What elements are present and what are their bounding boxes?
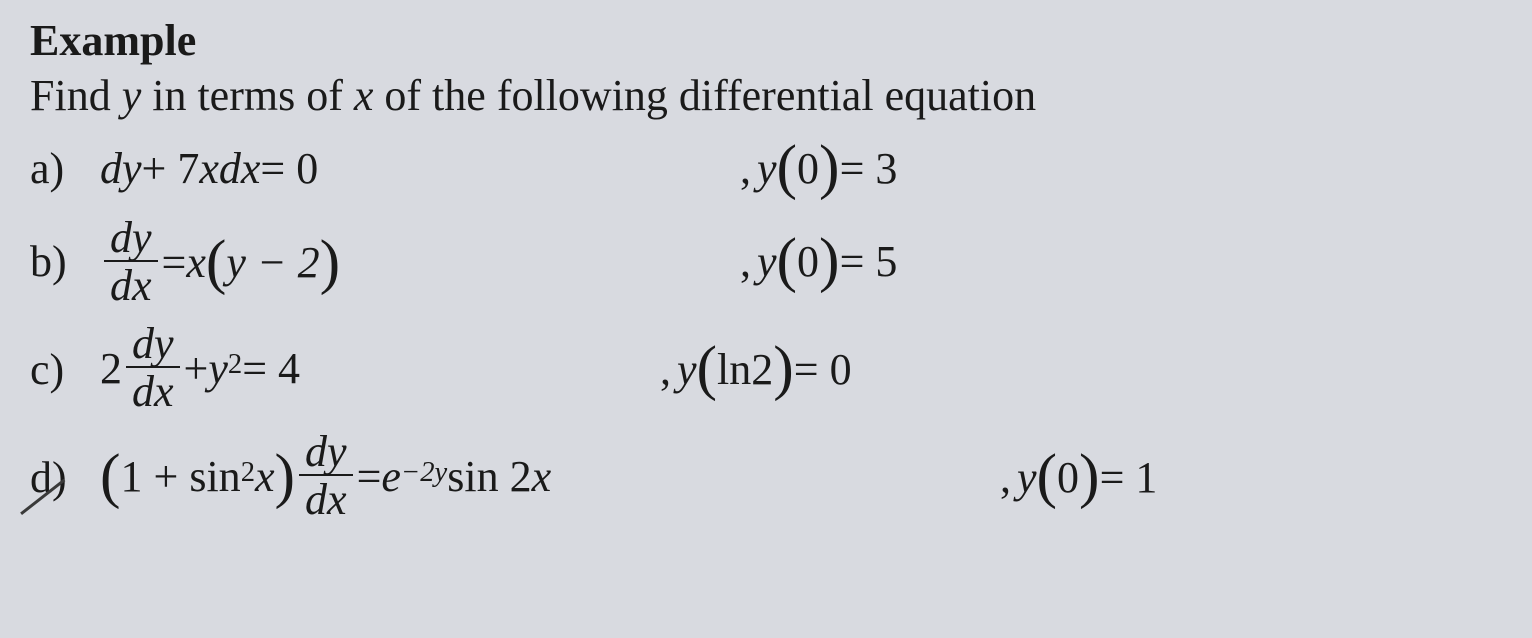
intro-mid: in terms of [141,71,354,120]
cond-c-comma: , [660,344,671,395]
example-heading: Example [30,15,1502,66]
equation-b-left: dy dx = x(y − 2) [100,212,740,310]
frac-b-den: dx [104,260,158,310]
cond-a-comma: , [740,143,751,194]
cond-b-y: y [757,236,777,287]
eq-d-sin2x: sin 2 [447,451,531,502]
label-d: d) [30,452,100,503]
equation-d-right: , y(0) = 1 [1000,452,1157,503]
equation-row-c: c) 2 dy dx + y2 = 4 , y(ln 2) = 0 [30,319,1502,419]
eq-b-rparen: ) [320,238,341,287]
label-c: c) [30,344,100,395]
cond-a-arg: 0 [797,143,819,194]
intro-text: Find y in terms of x of the following di… [30,70,1502,121]
equation-d-left: (1 + sin2 x) dy dx = e−2y sin 2x [100,430,1000,524]
cond-d-rparen: ) [1079,452,1100,501]
cond-d-comma: , [1000,452,1011,503]
cond-c-rparen: ) [773,344,794,393]
frac-b: dy dx [104,216,158,310]
eq-d-mid: = [357,451,382,502]
equation-row-b: b) dy dx = x(y − 2) , y(0) = 5 [30,211,1502,311]
eq-d-lparen: ( [100,452,121,501]
cond-a-eq: = 3 [840,143,898,194]
eq-a-eq: = 0 [260,143,318,194]
intro-var-x: x [354,71,374,120]
cond-d-lparen: ( [1037,452,1058,501]
eq-d-one: 1 + sin [121,451,241,502]
cond-b-comma: , [740,236,751,287]
cond-b-arg: 0 [797,236,819,287]
intro-prefix: Find [30,71,122,120]
frac-d-den: dx [299,474,353,524]
cond-c-eq: = 0 [794,344,852,395]
intro-suffix: of the following differential equation [373,71,1036,120]
cond-c-ln: ln [717,344,751,395]
equation-a-right: , y(0) = 3 [740,143,897,194]
equation-row-a: a) dy + 7xdx = 0 , y(0) = 3 [30,133,1502,203]
cond-d-eq: = 1 [1100,452,1158,503]
eq-b-mid: = [162,237,187,288]
frac-c-num: dy [126,322,180,366]
cond-a-y: y [757,143,777,194]
eq-d-rparen: ) [275,452,296,501]
cond-c-lparen: ( [697,344,718,393]
eq-d-e: e [381,451,401,502]
frac-b-num: dy [104,216,158,260]
cond-d-y: y [1017,452,1037,503]
eq-c-plus: + [184,343,209,394]
label-a: a) [30,143,100,194]
eq-a-dy: dy [100,143,142,194]
eq-b-lparen: ( [206,238,227,287]
cond-a-lparen: ( [777,143,798,192]
equation-row-d: d) (1 + sin2 x) dy dx = e−2y sin 2x , y(… [30,427,1502,527]
frac-d-num: dy [299,430,353,474]
cond-c-y: y [677,344,697,395]
eq-b-inner: y − 2 [226,237,319,288]
eq-d-x2: x [532,451,552,502]
eq-b-x: x [186,237,206,288]
frac-c: dy dx [126,322,180,416]
eq-a-xdx: xdx [199,143,260,194]
cond-b-eq: = 5 [840,236,898,287]
cond-a-rparen: ) [819,143,840,192]
cond-c-arg: 2 [751,344,773,395]
eq-d-x1: x [255,451,275,502]
cond-b-lparen: ( [777,236,798,285]
intro-var-y: y [122,71,142,120]
eq-d-esup: −2y [401,457,447,489]
eq-c-eq: = 4 [242,343,300,394]
frac-d: dy dx [299,430,353,524]
label-b: b) [30,236,100,287]
equation-c-left: 2 dy dx + y2 = 4 [100,322,660,416]
equation-c-right: , y(ln 2) = 0 [660,344,852,395]
eq-c-sup: 2 [228,349,242,381]
eq-a-plus: + 7 [142,143,200,194]
equation-a-left: dy + 7xdx = 0 [100,143,740,194]
eq-d-sinsup: 2 [241,457,255,489]
eq-c-coeff: 2 [100,343,122,394]
frac-c-den: dx [126,366,180,416]
cond-d-arg: 0 [1057,452,1079,503]
equation-b-right: , y(0) = 5 [740,236,897,287]
eq-c-y: y [208,343,228,394]
cond-b-rparen: ) [819,236,840,285]
